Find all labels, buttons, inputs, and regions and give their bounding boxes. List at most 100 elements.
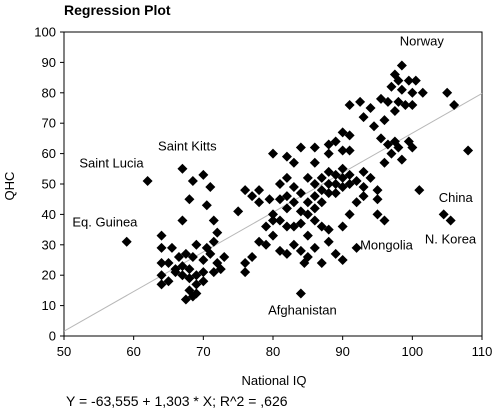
data-point: [386, 148, 397, 159]
data-point: [442, 87, 453, 98]
data-point: [309, 179, 320, 189]
data-point: [463, 145, 474, 156]
data-point: [330, 188, 341, 199]
annotation-label: Saint Lucia: [79, 155, 144, 170]
data-point: [274, 194, 285, 205]
data-point: [156, 258, 167, 269]
data-point: [281, 191, 292, 202]
data-point: [382, 139, 393, 150]
y-axis-label: QHC: [2, 172, 17, 201]
data-point: [295, 245, 306, 256]
data-point: [156, 270, 167, 281]
data-point: [264, 194, 275, 205]
data-point: [295, 218, 306, 229]
data-point: [212, 227, 223, 238]
data-point: [288, 157, 299, 168]
data-point: [247, 251, 258, 262]
x-tick-label: 80: [266, 344, 280, 359]
data-point: [365, 172, 376, 183]
data-point: [268, 215, 278, 226]
data-point: [358, 112, 369, 123]
y-tick-label: 70: [42, 116, 56, 131]
data-point: [208, 215, 219, 226]
data-point: [309, 215, 320, 226]
annotation-label: China: [439, 190, 474, 205]
data-point: [274, 179, 285, 189]
data-point: [198, 276, 209, 287]
data-point: [191, 279, 202, 290]
data-point: [393, 75, 404, 86]
data-point: [156, 230, 167, 241]
data-point: [344, 145, 355, 156]
data-point: [208, 236, 219, 247]
y-tick-label: 40: [42, 207, 56, 222]
data-point: [316, 185, 327, 196]
x-tick-label: 110: [472, 344, 493, 359]
data-point: [191, 270, 202, 281]
data-point: [254, 185, 265, 196]
data-point: [170, 267, 181, 278]
data-point: [201, 242, 212, 253]
data-point: [365, 103, 376, 113]
data-point: [396, 154, 407, 165]
data-point: [163, 276, 174, 287]
data-point: [351, 197, 362, 208]
data-point: [344, 209, 355, 220]
data-point: [268, 148, 278, 159]
data-point: [302, 209, 313, 220]
annotation-label: Afghanistan: [268, 303, 337, 318]
data-point: [344, 169, 355, 180]
data-point: [233, 206, 244, 217]
data-point: [184, 194, 195, 205]
data-point: [208, 267, 219, 278]
data-point: [274, 215, 285, 226]
annotation-label: N. Korea: [425, 231, 477, 246]
data-point: [302, 197, 313, 208]
data-point: [344, 130, 355, 141]
data-point: [268, 230, 278, 241]
plot-frame: [63, 31, 483, 337]
data-point: [344, 179, 355, 189]
data-point: [295, 206, 306, 217]
y-tick-label: 50: [42, 177, 56, 192]
data-point: [337, 255, 348, 265]
x-axis-label: National IQ: [241, 373, 306, 388]
data-point: [156, 242, 167, 253]
data-point: [309, 203, 320, 214]
data-point: [295, 288, 306, 299]
data-point: [323, 236, 334, 247]
data-point: [393, 96, 404, 107]
data-point: [396, 84, 407, 95]
data-point: [142, 175, 153, 186]
data-point: [400, 99, 411, 110]
data-point: [323, 179, 334, 189]
data-point: [379, 115, 390, 126]
x-tick-label: 70: [196, 344, 210, 359]
data-point: [410, 75, 421, 86]
data-point: [240, 258, 251, 269]
data-point: [337, 145, 348, 156]
data-point: [184, 273, 195, 284]
data-point: [166, 242, 177, 253]
data-point: [323, 166, 334, 177]
data-point: [288, 221, 299, 232]
plot-area: 50 60 70 80 90 100 110 0 10 20 30 40 50 60 70 80 90 100 No…: [34, 25, 492, 360]
annotation-label: Mongolia: [360, 237, 414, 252]
data-point: [219, 251, 230, 262]
data-point: [247, 191, 258, 202]
data-point: [184, 264, 195, 275]
y-tick-label: 90: [42, 55, 56, 70]
data-point: [372, 185, 383, 196]
data-point: [281, 203, 292, 214]
data-point: [198, 267, 209, 278]
data-point: [414, 185, 425, 196]
data-point: [379, 215, 390, 226]
data-point: [281, 151, 292, 162]
y-tick-label: 20: [42, 268, 56, 283]
data-point: [201, 200, 212, 211]
y-tick-label: 80: [42, 85, 56, 100]
x-tick-label: 100: [401, 344, 423, 359]
data-point: [295, 188, 306, 199]
data-point: [355, 96, 366, 107]
